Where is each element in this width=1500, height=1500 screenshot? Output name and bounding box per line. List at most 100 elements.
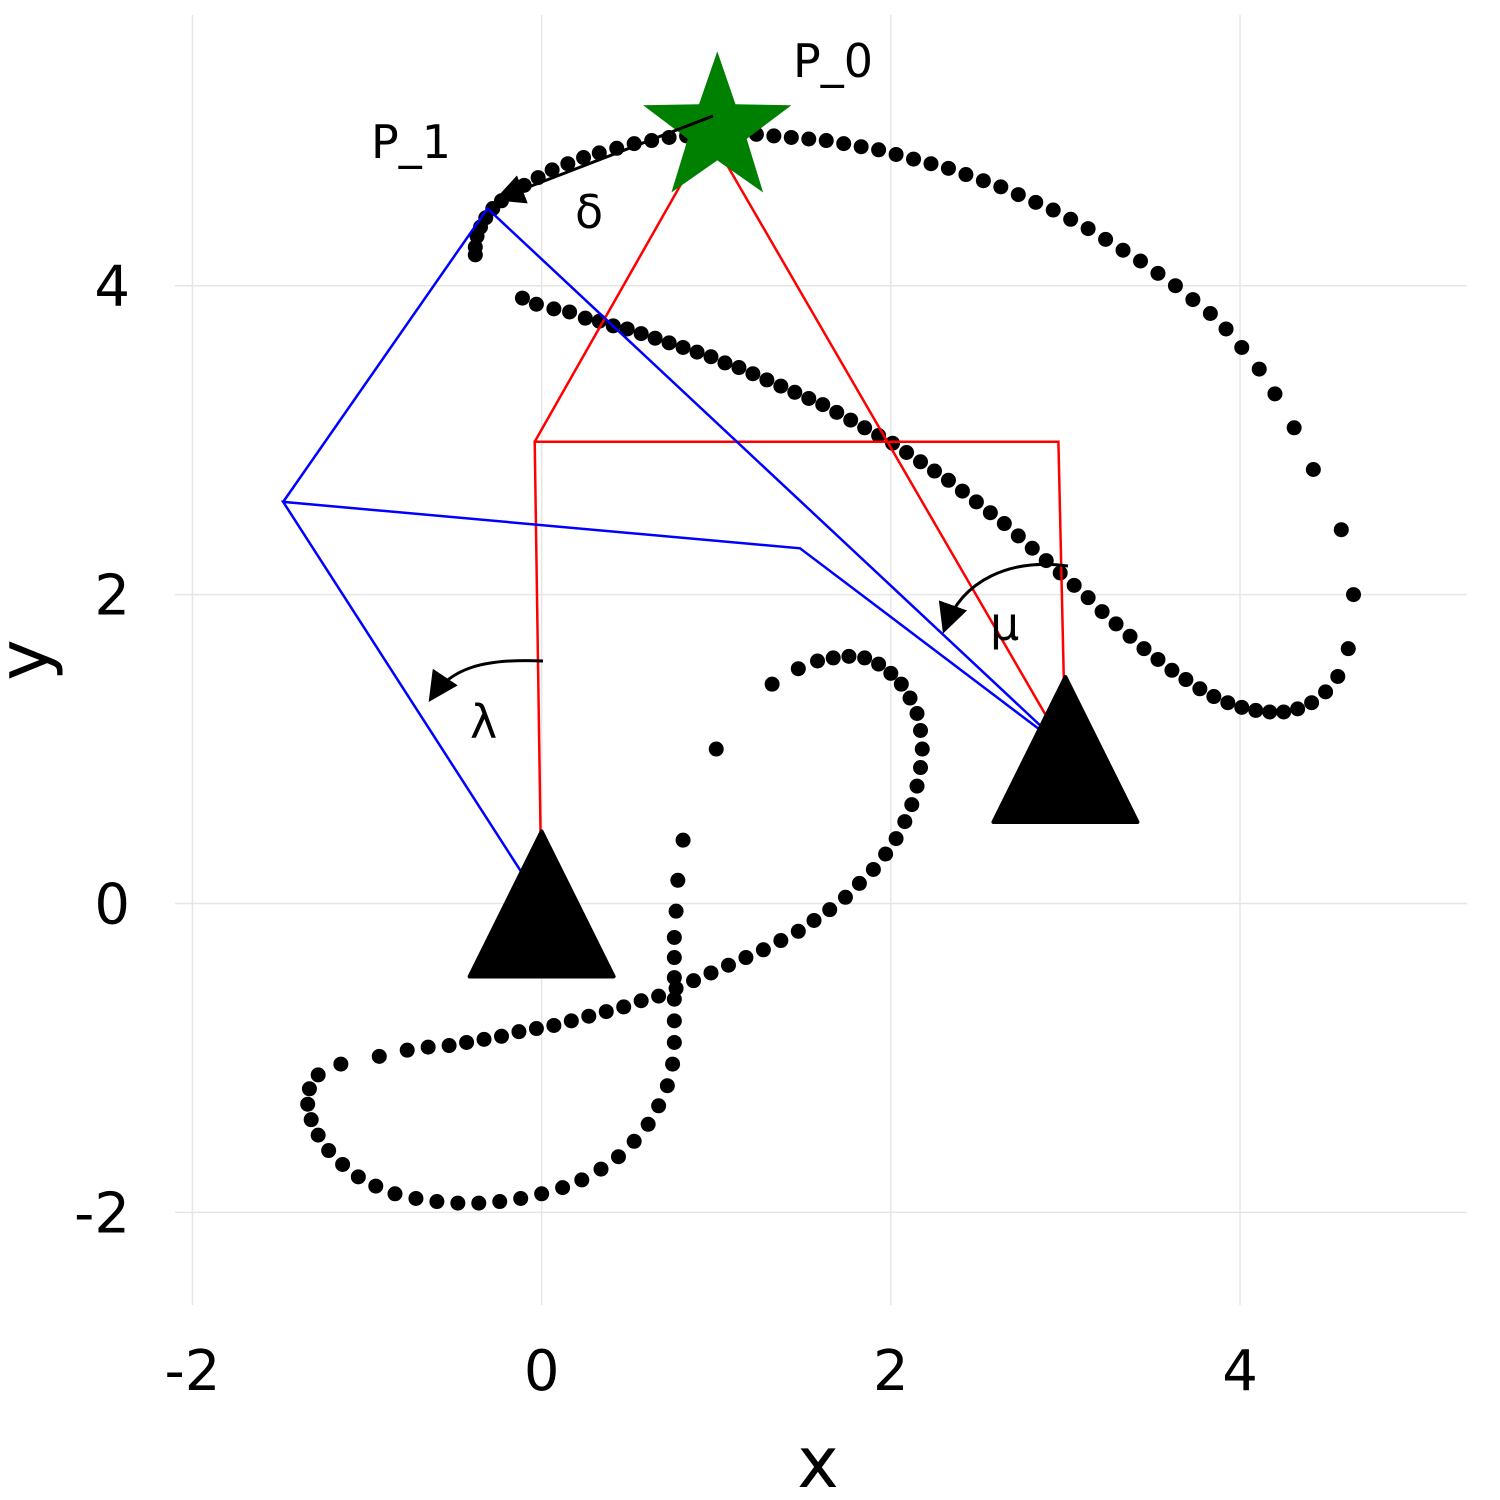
trajectory-point	[310, 1067, 326, 1083]
trajectory-point	[1045, 202, 1061, 218]
trajectory-point	[801, 390, 817, 406]
trajectory-point	[546, 301, 562, 317]
trajectory-point	[1010, 187, 1026, 203]
trajectory-point	[371, 1048, 387, 1064]
trajectory-point	[717, 355, 733, 371]
trajectory-point	[1234, 699, 1250, 715]
trajectory-point	[731, 360, 747, 376]
trajectory-point	[1248, 702, 1264, 718]
trajectory-point	[1330, 668, 1346, 684]
trajectory-point	[843, 412, 859, 428]
x-tick-label: -2	[165, 1339, 221, 1404]
trajectory-point	[1262, 704, 1278, 720]
trajectory-point	[913, 722, 929, 738]
trajectory-point	[904, 797, 920, 813]
tick-labels: -2 0 2 4 -2 0 2 4	[74, 255, 1258, 1404]
trajectory-point	[1150, 651, 1166, 667]
trajectory-point	[1080, 221, 1096, 237]
trajectory-point	[815, 397, 831, 413]
trajectory-point	[387, 1186, 403, 1202]
x-tick-label: 0	[524, 1339, 560, 1404]
trajectory-point	[666, 970, 682, 986]
trajectory-point	[670, 872, 686, 888]
trajectory-point	[1340, 641, 1356, 657]
trajectory-point	[1115, 242, 1131, 258]
trajectory-point	[668, 903, 684, 919]
trajectory-point	[720, 957, 736, 973]
trajectory-point	[975, 173, 991, 189]
trajectory-point	[853, 139, 869, 155]
trajectory-point	[801, 131, 817, 147]
y-tick-label: 4	[94, 255, 130, 320]
trajectory-point	[914, 741, 930, 757]
trajectory-point	[1290, 701, 1306, 717]
trajectory-point	[1108, 616, 1124, 632]
trajectory-point	[982, 505, 998, 521]
trajectory-point	[926, 463, 942, 479]
trajectory-point	[513, 1190, 529, 1206]
trajectory-point	[528, 1021, 544, 1037]
trajectory-point	[818, 133, 834, 149]
lambda-arrow	[428, 659, 544, 702]
trajectory-point	[1286, 420, 1302, 436]
trajectory-point	[591, 145, 607, 161]
trajectory-point	[703, 349, 719, 365]
y-tick-label: -2	[74, 1181, 130, 1246]
y-tick-label: 0	[94, 872, 130, 937]
trajectory-point	[790, 923, 806, 939]
trajectory-point	[511, 1024, 527, 1040]
trajectory-point	[1206, 689, 1222, 705]
trajectory-point	[661, 335, 677, 351]
trajectory-point	[659, 1078, 675, 1094]
trajectory-point	[576, 150, 592, 166]
trajectory-point	[492, 1194, 508, 1210]
trajectory-point	[909, 706, 925, 722]
mu-arrow	[938, 562, 1069, 634]
trajectory-point	[335, 1156, 351, 1172]
trajectory-point	[708, 741, 724, 757]
trajectory-point	[399, 1042, 415, 1058]
trajectory-point	[888, 831, 904, 847]
trajectory-point	[1136, 641, 1152, 657]
trajectory-point	[759, 372, 775, 388]
trajectory-point	[909, 778, 925, 794]
trajectory-point	[1185, 292, 1201, 308]
trajectory-point	[897, 814, 913, 830]
trajectory-point	[1066, 577, 1082, 593]
trajectory-point	[790, 661, 806, 677]
trajectory-point	[666, 929, 682, 945]
trajectory-point	[1192, 681, 1208, 697]
trajectory-point	[303, 1112, 319, 1128]
trajectory-points	[300, 126, 1362, 1211]
trajectory-point	[851, 875, 867, 891]
trajectory-point	[689, 344, 705, 360]
trajectory-point	[544, 162, 560, 178]
trajectory-point	[745, 366, 761, 382]
trajectory-point	[441, 1038, 457, 1054]
p1-label: P_1	[371, 115, 451, 169]
trajectory-point	[301, 1081, 317, 1097]
trajectory-point	[766, 128, 782, 144]
x-axis-title: x	[797, 1422, 838, 1500]
trajectory-point	[640, 1116, 656, 1132]
trajectory-point	[310, 1127, 326, 1143]
x-tick-label: 2	[873, 1339, 909, 1404]
trajectory-point	[857, 650, 873, 666]
trajectory-point	[546, 1017, 562, 1033]
trajectory-point	[1276, 704, 1292, 720]
trajectory-point	[675, 832, 691, 848]
trajectory-point	[829, 404, 845, 420]
trajectory-point	[619, 321, 635, 337]
trajectory-point	[300, 1096, 316, 1112]
trajectory-point	[686, 973, 702, 989]
trajectory-point	[1318, 684, 1334, 700]
trajectory-point	[368, 1178, 384, 1194]
trajectory-point	[996, 516, 1012, 532]
trajectory-point	[450, 1195, 466, 1211]
trajectory-point	[610, 1149, 626, 1165]
trajectory-point	[647, 330, 663, 346]
trajectory-point	[333, 1056, 349, 1072]
mu-label: μ	[990, 597, 1019, 651]
trajectory-point	[968, 494, 984, 510]
